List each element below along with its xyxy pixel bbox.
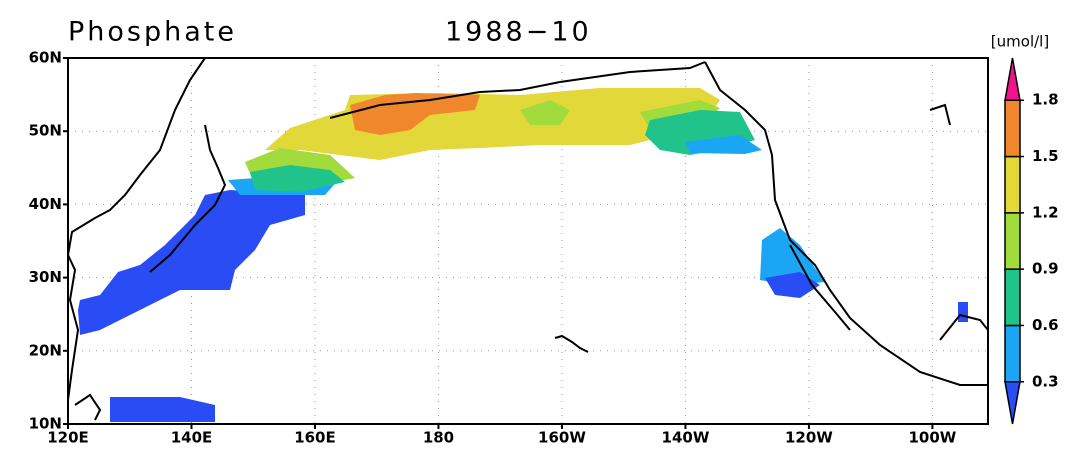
colorbar-label: 1.5 xyxy=(1032,147,1059,165)
date: 1988−10 xyxy=(445,17,592,48)
colorbar-arrow xyxy=(1004,57,1021,101)
coastlines xyxy=(66,57,989,421)
lat-tick-label: 50N xyxy=(29,122,62,140)
colorbar-arrow xyxy=(1004,381,1021,425)
data-patch xyxy=(520,100,570,125)
lon-tick-label: 120W xyxy=(785,429,833,447)
lon-tick-label: 140E xyxy=(171,429,213,447)
data-patch xyxy=(110,397,215,422)
title: Phosphate xyxy=(68,17,237,48)
units: [umol/l] xyxy=(991,33,1049,51)
colorbar-segment xyxy=(1004,99,1021,158)
lon-tick-label: 120E xyxy=(47,429,89,447)
data-patch xyxy=(760,228,825,285)
colorbar-label: 1.2 xyxy=(1032,203,1059,221)
data-patch xyxy=(350,93,480,135)
data-patch xyxy=(250,165,345,192)
map-frame xyxy=(67,57,989,425)
colorbar-label: 0.3 xyxy=(1032,372,1059,390)
colorbar-label: 0.6 xyxy=(1032,316,1059,334)
colorbar-segment xyxy=(1004,155,1021,214)
lat-tick-label: 20N xyxy=(29,341,62,359)
lat-tick-label: 40N xyxy=(29,195,62,213)
data-patch xyxy=(958,302,968,322)
lat-tick-label: 10N xyxy=(29,415,62,433)
data-patch xyxy=(765,272,820,298)
data-patch xyxy=(685,135,762,154)
colorbar-segment xyxy=(1004,324,1021,383)
lon-tick-label: 180 xyxy=(423,429,454,447)
lat-tick-label: 60N xyxy=(29,49,62,67)
colorbar-segment xyxy=(1004,212,1021,270)
colorbar-label: 0.9 xyxy=(1032,260,1059,278)
lon-tick-label: 160E xyxy=(294,429,336,447)
lon-tick-label: 100W xyxy=(908,429,956,447)
lon-tick-label: 160W xyxy=(538,429,586,447)
lon-tick-label: 140W xyxy=(662,429,710,447)
colorbar-segment xyxy=(1004,268,1021,327)
lat-tick-label: 30N xyxy=(29,268,62,286)
colorbar-label: 1.8 xyxy=(1032,91,1059,109)
data-patch xyxy=(78,190,305,335)
